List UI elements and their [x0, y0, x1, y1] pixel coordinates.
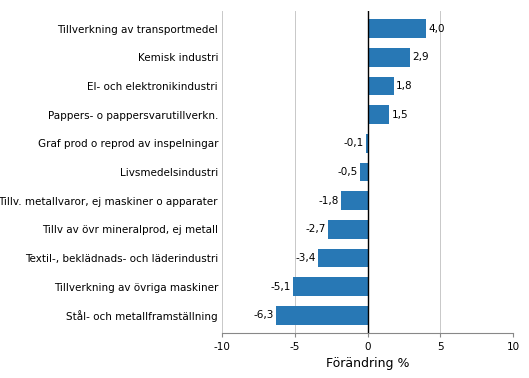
Text: 4,0: 4,0 — [428, 23, 444, 34]
Text: 1,8: 1,8 — [396, 81, 413, 91]
Bar — [366, 134, 368, 153]
Text: -5,1: -5,1 — [271, 282, 291, 292]
Bar — [276, 306, 368, 325]
Bar — [368, 77, 394, 95]
Text: -0,5: -0,5 — [338, 167, 358, 177]
X-axis label: Förändring %: Förändring % — [326, 357, 409, 370]
Text: -6,3: -6,3 — [253, 310, 274, 321]
Bar — [360, 163, 368, 181]
Text: -2,7: -2,7 — [306, 225, 326, 234]
Bar — [329, 220, 368, 239]
Bar — [368, 19, 426, 38]
Bar — [294, 277, 368, 296]
Text: -1,8: -1,8 — [319, 196, 339, 206]
Bar — [342, 191, 368, 210]
Bar — [368, 105, 389, 124]
Text: -3,4: -3,4 — [296, 253, 316, 263]
Bar — [318, 249, 368, 267]
Text: 2,9: 2,9 — [412, 52, 428, 62]
Bar — [368, 48, 410, 67]
Text: 1,5: 1,5 — [391, 110, 408, 119]
Text: -0,1: -0,1 — [344, 138, 364, 148]
